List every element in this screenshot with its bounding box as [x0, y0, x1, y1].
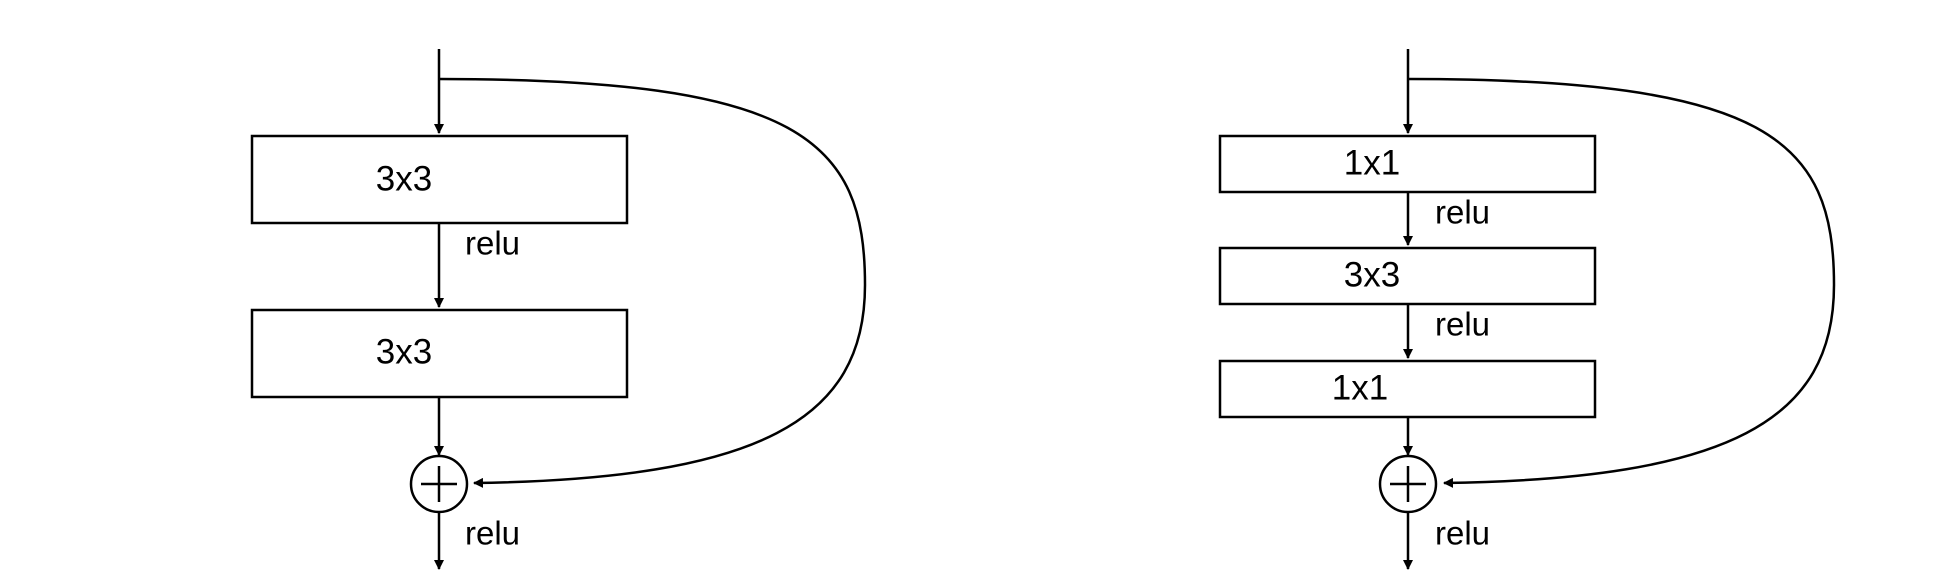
circle-plus-icon	[1378, 454, 1438, 514]
conv-layer-box	[250, 134, 629, 225]
shortcut-connection	[1407, 77, 1836, 488]
relu-label: relu	[1435, 515, 1490, 552]
layer-label: 3x3	[376, 332, 432, 371]
conv-layer-box	[250, 308, 629, 399]
conv-layer-box	[1218, 246, 1597, 306]
relu-label: relu	[1435, 306, 1490, 343]
conv-layer-box	[1218, 134, 1597, 194]
layer-label: 3x3	[1344, 255, 1400, 294]
relu-label: relu	[465, 515, 520, 552]
layer-label: 3x3	[376, 159, 432, 198]
basic-residual-block: 3x3 relu 3x3 relu	[250, 49, 867, 570]
layer-label: 1x1	[1344, 143, 1400, 182]
relu-label: relu	[465, 225, 520, 262]
conv-layer-box	[1218, 359, 1597, 419]
layer-label: 1x1	[1332, 368, 1388, 407]
shortcut-connection	[438, 77, 867, 488]
relu-label: relu	[1435, 194, 1490, 231]
bottleneck-residual-block: 1x1 relu 3x3 relu 1x1 relu	[1218, 49, 1836, 570]
circle-plus-icon	[409, 454, 469, 514]
